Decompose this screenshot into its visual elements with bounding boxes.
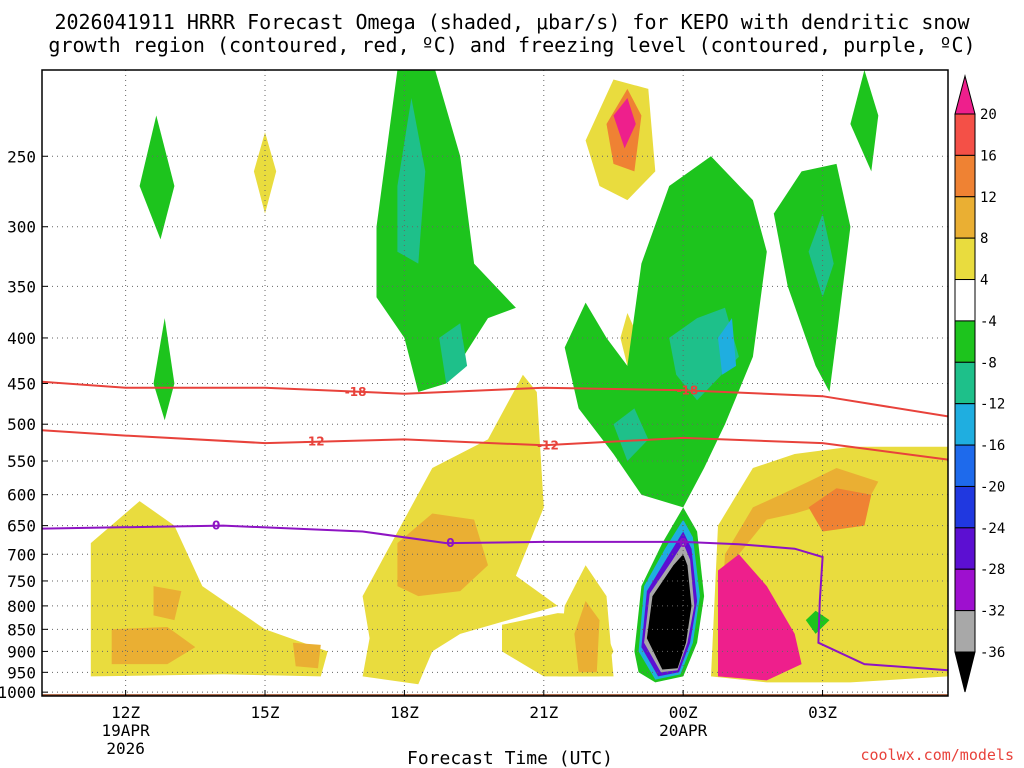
omega-region-low-green-east	[805, 610, 830, 634]
y-tick-label-750: 750	[7, 572, 36, 591]
colorbar-segment-8	[954, 444, 976, 487]
contour-dgz_minus12	[42, 429, 948, 461]
omega-region-trough-green	[564, 156, 767, 508]
omega-region-upper-yellow-small-a	[253, 132, 277, 214]
colorbar-segment-1	[954, 154, 976, 198]
omega-region-east-orange-core	[808, 488, 872, 532]
omega-region-upper-green-west-b	[153, 318, 175, 421]
omega-region-east-magenta-core	[718, 554, 802, 681]
x-tick-label-12Z: 12Z	[111, 703, 140, 722]
omega-region-central-teal-b	[439, 323, 468, 384]
colorbar-bottom-arrow	[954, 651, 976, 693]
colorbar-label-12: -32	[980, 604, 1005, 620]
contour-lines: -18 -18 -12 -12 0 0 0	[42, 380, 948, 672]
colorbar-segment-7	[954, 403, 976, 446]
colorbar-label-1: 16	[980, 148, 997, 164]
y-tick-label-1000: 1000	[0, 683, 36, 702]
contour-label-freezing_0-6: 0	[679, 536, 687, 550]
y-tick-label-850: 850	[7, 620, 36, 639]
x-tick-label-03Z: 03Z	[808, 703, 837, 722]
omega-region-upper-green-west-a	[139, 115, 175, 240]
colorbar-label-9: -20	[980, 479, 1005, 495]
colorbar-label-0: 20	[980, 107, 997, 123]
omega-region-strong-uplift-core	[646, 554, 692, 670]
colorbar: 20 16 12 8 4 -4 -8 -12 -16 -20 -24 -28 -32 -36	[954, 74, 1005, 693]
omega-region-trough-blue	[718, 318, 737, 375]
colorbar-segment-9	[954, 485, 976, 529]
x-tick-label-00Z: 00Z	[669, 703, 698, 722]
ground-terrain	[42, 694, 948, 696]
omega-region-trough-teal-b	[613, 408, 649, 462]
colorbar-segment-0	[954, 113, 976, 156]
contour-label-dgz_minus12-2: -12	[303, 435, 325, 449]
credit-text: coolwx.com/models	[860, 746, 1014, 764]
colorbar-segment-3	[954, 237, 976, 281]
y-tick-label-700: 700	[7, 545, 36, 564]
omega-region-trough-teal	[669, 307, 739, 401]
colorbar-segment-12	[954, 610, 976, 653]
chart-title-line-1: 2026041911 HRRR Forecast Omega (shaded, …	[54, 10, 970, 34]
y-axis: 250 300 350 400 450 500 550 600 650 700 750 800 850 9…	[0, 147, 48, 702]
omega-region-low-level-orange-west-a	[111, 627, 196, 665]
y-tick-label-400: 400	[7, 329, 36, 348]
chart-title-line-2: growth region (contoured, red, ºC) and f…	[48, 33, 975, 57]
colorbar-label-10: -24	[980, 521, 1005, 537]
omega-region-upper-red-peak	[613, 98, 636, 149]
y-tick-label-450: 450	[7, 374, 36, 393]
colorbar-label-6: -8	[980, 355, 997, 371]
y-tick-label-650: 650	[7, 517, 36, 536]
colorbar-segment-11	[954, 568, 976, 612]
contour-label-dgz_minus18-1: -18	[677, 383, 699, 397]
omega-region-central-orange	[397, 513, 488, 597]
colorbar-label-7: -12	[980, 397, 1005, 413]
x-tick-year-12Z: 2026	[106, 739, 145, 758]
contour-label-freezing_0-5: 0	[446, 536, 454, 550]
contour-label-freezing_0-4: 0	[212, 519, 220, 533]
omega-region-low-level-orange-west-c	[292, 642, 321, 669]
contour-dgz_minus18	[42, 380, 948, 418]
y-tick-label-350: 350	[7, 277, 36, 296]
omega-region-top-right-green	[850, 70, 879, 172]
colorbar-label-4: 4	[980, 273, 988, 289]
colorbar-segment-4	[954, 279, 976, 322]
y-tick-label-800: 800	[7, 597, 36, 616]
x-tick-sublabel-00Z: 20APR	[659, 721, 708, 740]
omega-region-east-orange	[718, 468, 879, 677]
colorbar-segment-6	[954, 361, 976, 405]
contour-label-dgz_minus18-0: -18	[345, 385, 367, 399]
colorbar-segment-5	[954, 320, 976, 363]
colorbar-segment-2	[954, 196, 976, 239]
y-tick-label-900: 900	[7, 642, 36, 661]
omega-region-central-teal	[397, 98, 426, 264]
colorbar-label-5: -4	[980, 314, 997, 330]
colorbar-top-arrow	[954, 74, 976, 115]
colorbar-label-3: 8	[980, 231, 988, 247]
x-tick-label-15Z: 15Z	[251, 703, 280, 722]
colorbar-label-2: 12	[980, 190, 997, 206]
colorbar-label-13: -36	[980, 645, 1005, 661]
y-tick-label-500: 500	[7, 415, 36, 434]
colorbar-segment-10	[954, 527, 976, 570]
x-tick-label-18Z: 18Z	[390, 703, 419, 722]
contour-freezing_0	[42, 524, 948, 672]
colorbar-label-11: -28	[980, 562, 1005, 578]
y-tick-label-300: 300	[7, 218, 36, 237]
omega-region-east-teal-upper	[808, 213, 834, 298]
omega-region-pre-trough-orange	[574, 601, 600, 673]
y-tick-label-250: 250	[7, 147, 36, 166]
colorbar-label-8: -16	[980, 438, 1005, 454]
x-axis-label: Forecast Time (UTC)	[407, 748, 613, 768]
x-tick-sublabel-12Z: 19APR	[102, 721, 151, 740]
x-tick-label-21Z: 21Z	[529, 703, 558, 722]
y-tick-label-950: 950	[7, 663, 36, 682]
omega-region-upper-yellow-small-b	[620, 313, 639, 366]
y-tick-label-600: 600	[7, 486, 36, 505]
omega-region-east-green-upper	[773, 163, 851, 392]
omega-shading	[90, 70, 948, 685]
y-tick-label-550: 550	[7, 452, 36, 471]
contour-label-dgz_minus12-3: -12	[537, 438, 559, 452]
omega-region-low-level-orange-west-b	[153, 586, 182, 621]
